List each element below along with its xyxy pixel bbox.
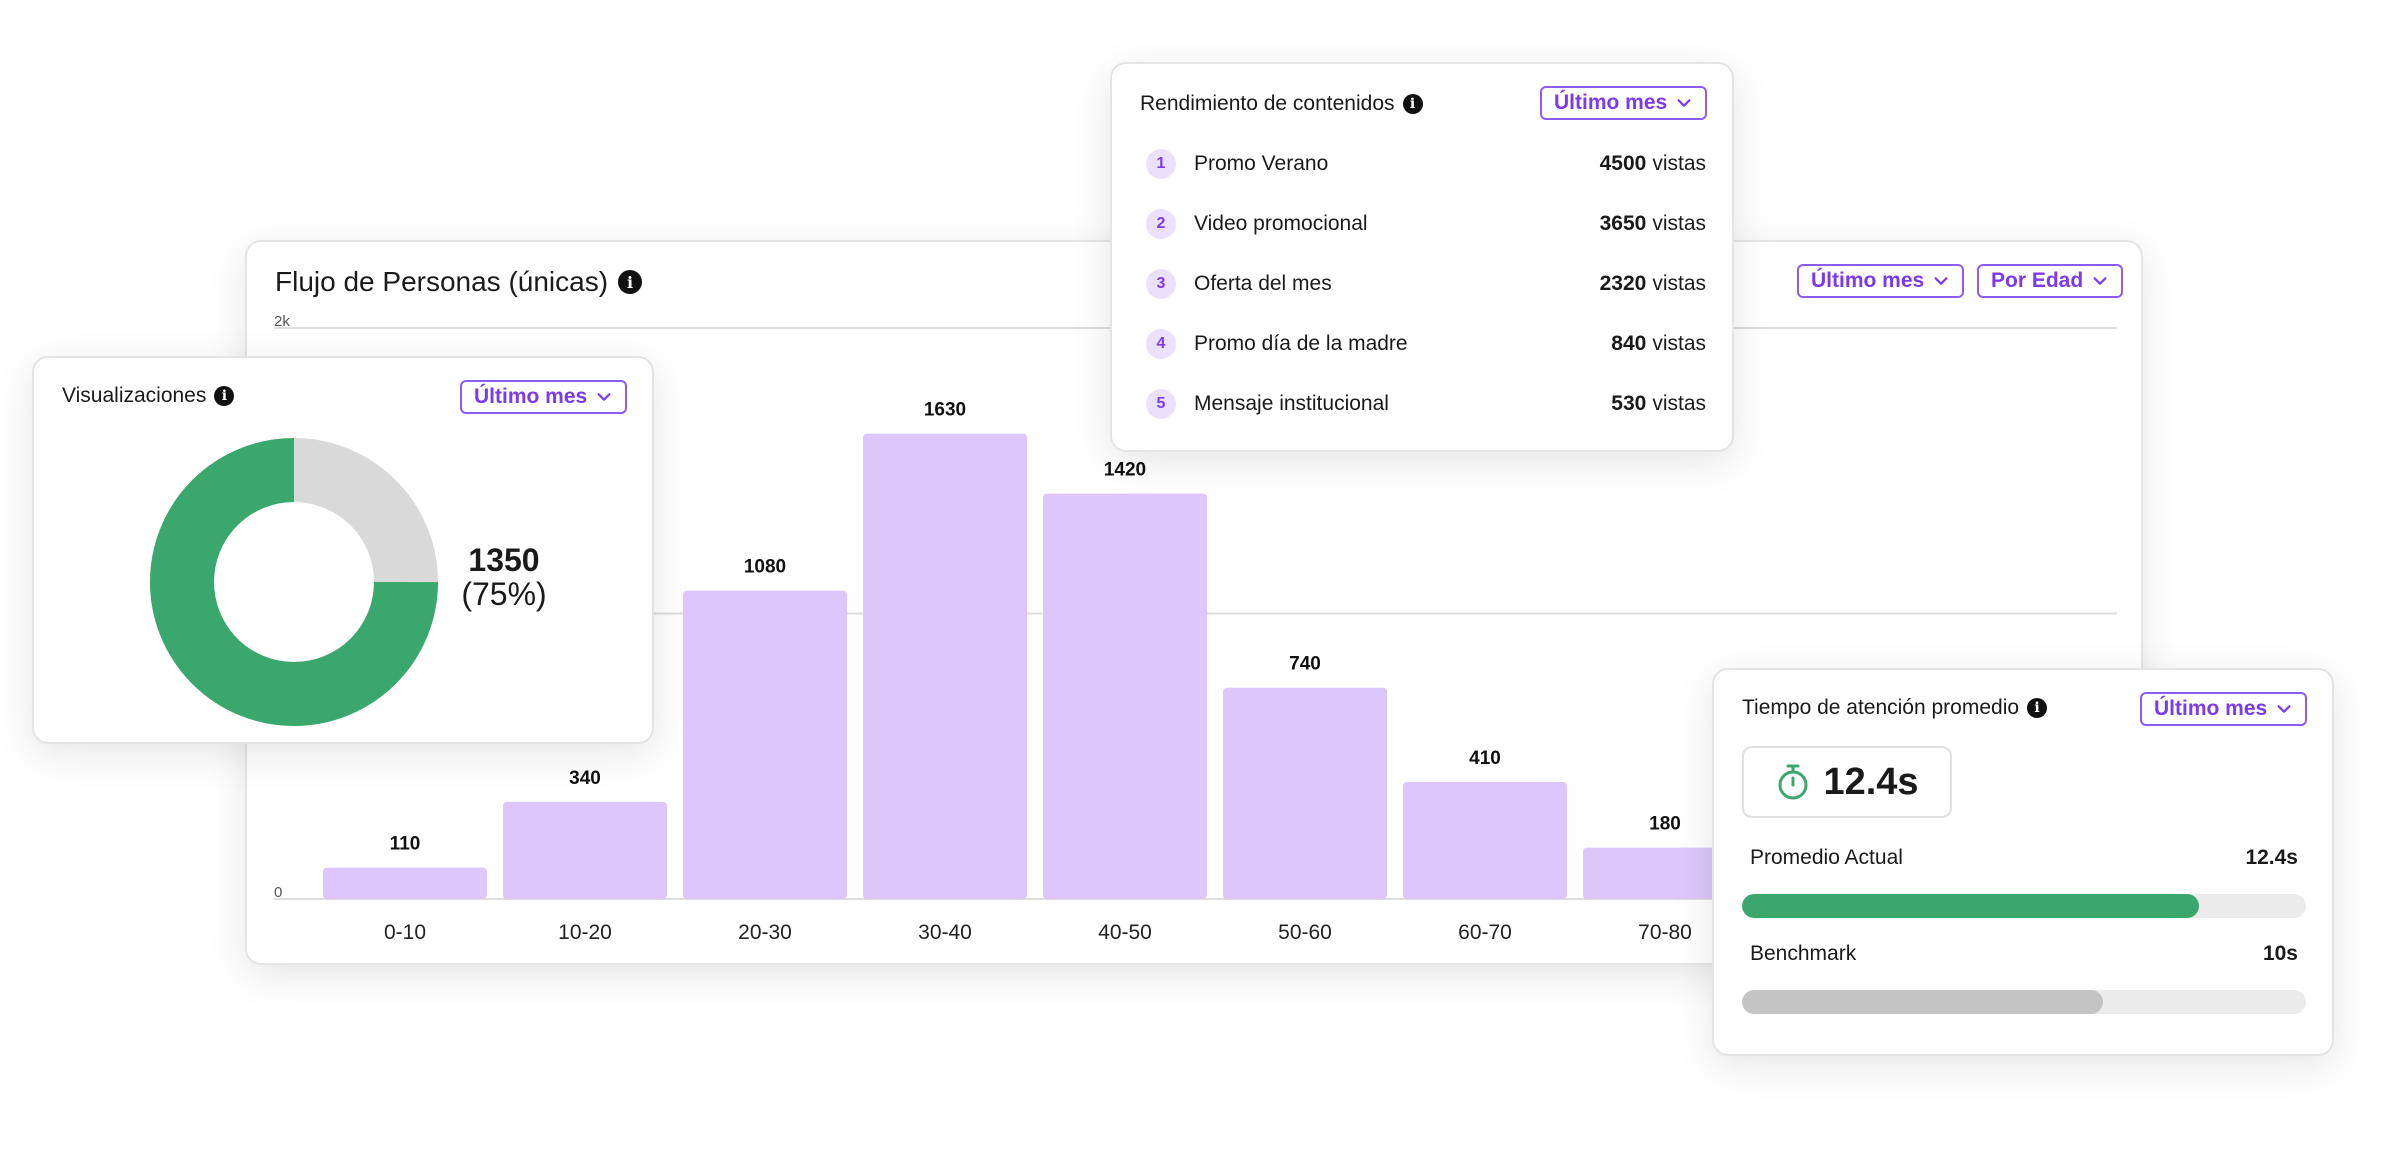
benchmark-bar (1742, 990, 2306, 1014)
content-period-dropdown[interactable]: Último mes (1540, 86, 1708, 120)
chevron-down-icon (1677, 99, 1691, 107)
list-item[interactable]: 5 Mensaje institucional 530 vistas (1146, 384, 1706, 424)
info-icon[interactable]: i (1402, 94, 1423, 114)
dropdown-label: Último mes (1554, 91, 1668, 114)
content-views-count: 840 (1611, 332, 1647, 355)
content-name: Promo Verano (1194, 152, 1329, 175)
dropdown-label: Último mes (474, 385, 588, 408)
content-views-count: 3650 (1599, 212, 1647, 235)
bar-40-50 (1043, 493, 1207, 899)
data-label: 1630 (924, 400, 966, 421)
x-tick-label: 70-80 (1638, 921, 1692, 944)
bar-50-60 (1223, 687, 1387, 899)
attention-time-card: Tiempo de atención promedio i Último mes… (1712, 668, 2334, 1056)
attention-title-text: Tiempo de atención promedio (1742, 696, 2020, 719)
content-views-count: 2320 (1599, 272, 1647, 295)
views-card-title: Visualizaciones i (62, 384, 235, 408)
content-title-text: Rendimiento de contenidos (1140, 92, 1395, 115)
rank-badge: 3 (1146, 269, 1176, 299)
data-label: 410 (1469, 748, 1501, 769)
content-name: Oferta del mes (1194, 272, 1332, 295)
views-period-dropdown[interactable]: Último mes (460, 380, 628, 414)
content-views-unit: vistas (1652, 212, 1706, 235)
data-label: 180 (1649, 814, 1681, 835)
benchmark-bar-fill (1742, 990, 2103, 1014)
y-tick-label: 0 (274, 884, 282, 901)
data-label: 110 (390, 834, 421, 855)
flow-bar-chart: 0 2k 110 0-10 340 10-20 1080 20-30 1630 30-40 1420… (274, 313, 2117, 944)
metric-label: Benchmark (1750, 942, 1857, 965)
views-value: 1350 (468, 542, 540, 578)
attention-period-dropdown[interactable]: Último mes (2140, 692, 2308, 726)
content-views-count: 530 (1611, 392, 1647, 415)
metric-value: 12.4s (2245, 846, 2298, 869)
stopwatch-icon (1778, 764, 1808, 800)
content-card-title: Rendimiento de contenidos i (1140, 92, 1423, 116)
bar-0-10 (323, 867, 487, 899)
chevron-down-icon (1934, 277, 1948, 285)
views-title-text: Visualizaciones (62, 384, 207, 407)
list-item[interactable]: 1 Promo Verano 4500 vistas (1146, 144, 1706, 184)
bar-60-70 (1403, 781, 1567, 899)
dropdown-label: Último mes (2154, 697, 2268, 720)
views-card: Visualizaciones i Último mes 1350 (75%) (32, 356, 654, 744)
x-tick-label: 0-10 (384, 921, 426, 944)
info-icon[interactable]: i (618, 270, 643, 294)
x-tick-label: 60-70 (1458, 921, 1512, 944)
content-views-count: 4500 (1599, 152, 1647, 175)
rank-badge: 4 (1146, 329, 1176, 359)
list-item[interactable]: 3 Oferta del mes 2320 vistas (1146, 264, 1706, 304)
info-icon[interactable]: i (2027, 698, 2048, 718)
list-item[interactable]: 2 Video promocional 3650 vistas (1146, 204, 1706, 244)
flow-group-dropdown[interactable]: Por Edad (1977, 264, 2124, 298)
views-percent: (75%) (461, 576, 547, 612)
content-performance-card: Rendimiento de contenidos i Último mes 1… (1110, 62, 1734, 452)
attention-value: 12.4s (1823, 760, 1919, 803)
x-tick-label: 40-50 (1098, 921, 1152, 944)
content-name: Mensaje institucional (1194, 392, 1389, 415)
current-average-bar (1742, 894, 2306, 918)
flow-period-dropdown[interactable]: Último mes (1797, 264, 1965, 298)
dropdown-label: Por Edad (1991, 269, 2084, 292)
bar-10-20 (503, 801, 667, 899)
chevron-down-icon (2277, 705, 2291, 713)
x-tick-label: 30-40 (918, 921, 972, 944)
content-views-unit: vistas (1652, 392, 1706, 415)
data-label: 1420 (1104, 460, 1146, 481)
data-label: 1080 (744, 557, 786, 578)
y-tick-label: 2k (274, 313, 290, 330)
chevron-down-icon (597, 393, 611, 401)
flow-card-title: Flujo de Personas (únicas) i (275, 266, 643, 298)
views-donut-chart (150, 438, 438, 726)
bar-20-30 (683, 590, 847, 899)
content-name: Video promocional (1194, 212, 1368, 235)
x-tick-label: 50-60 (1278, 921, 1332, 944)
list-item[interactable]: 4 Promo día de la madre 840 vistas (1146, 324, 1706, 364)
rank-badge: 1 (1146, 149, 1176, 179)
content-name: Promo día de la madre (1194, 332, 1408, 355)
rank-badge: 2 (1146, 209, 1176, 239)
rank-badge: 5 (1146, 389, 1176, 419)
attention-value-box: 12.4s (1742, 746, 1952, 818)
donut-filled-segment (150, 438, 438, 726)
x-tick-label: 10-20 (558, 921, 612, 944)
bar-70-80 (1583, 847, 1747, 899)
chevron-down-icon (2093, 277, 2107, 285)
content-views-unit: vistas (1652, 332, 1706, 355)
info-icon[interactable]: i (214, 386, 235, 406)
content-views-unit: vistas (1652, 152, 1706, 175)
metric-value: 10s (2262, 942, 2298, 965)
x-tick-label: 20-30 (738, 921, 792, 944)
metric-label: Promedio Actual (1750, 846, 1903, 869)
flow-title-text: Flujo de Personas (únicas) (275, 266, 609, 297)
content-views-unit: vistas (1652, 272, 1706, 295)
dropdown-label: Último mes (1811, 269, 1925, 292)
bar-30-40 (863, 433, 1027, 899)
attention-card-title: Tiempo de atención promedio i (1742, 696, 2048, 720)
data-label: 740 (1289, 654, 1321, 675)
current-average-bar-fill (1742, 894, 2199, 918)
data-label: 340 (569, 768, 601, 789)
